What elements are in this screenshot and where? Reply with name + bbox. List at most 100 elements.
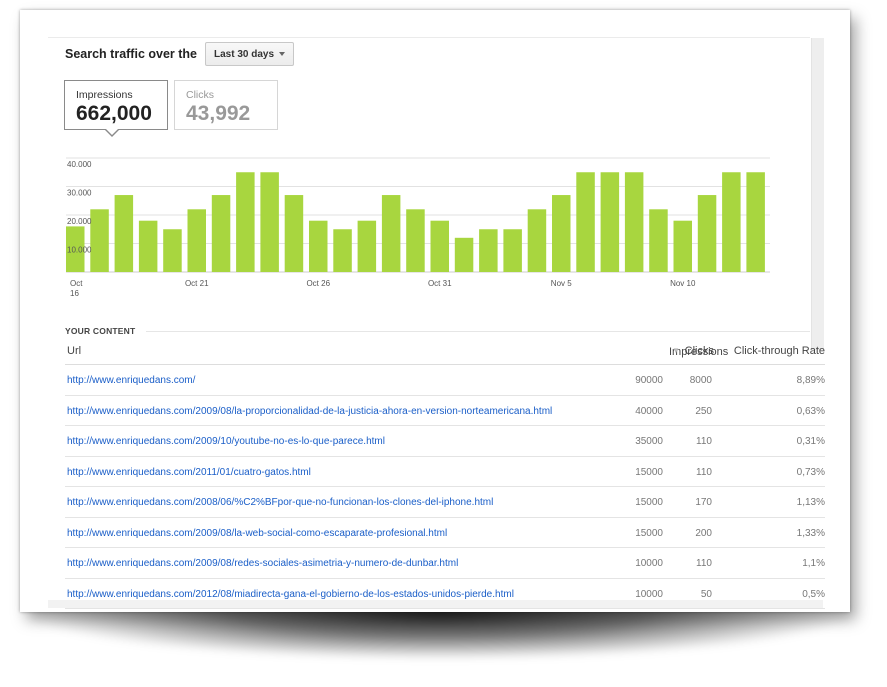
url-link[interactable]: http://www.enriquedans.com/ — [67, 375, 196, 386]
url-link[interactable]: http://www.enriquedans.com/2009/08/la-we… — [67, 527, 448, 539]
impressions-cell: 10000 — [635, 588, 663, 600]
chart-bar[interactable] — [746, 172, 765, 272]
clicks-cell: 110 — [696, 466, 712, 478]
y-tick-label: 40.000 — [67, 160, 92, 169]
clicks-cell: 250 — [695, 405, 712, 417]
date-range-dropdown[interactable]: Last 30 days — [205, 42, 295, 66]
chart-bar[interactable] — [479, 229, 498, 272]
clicks-cell: 50 — [700, 588, 712, 600]
clicks-cell: 110 — [696, 558, 712, 569]
chart-bar[interactable] — [381, 195, 401, 272]
x-tick-label: Oct 21 — [185, 279, 209, 288]
ctr-cell: 8,89% — [796, 375, 825, 386]
chart-bar[interactable] — [333, 229, 352, 272]
chart-bar[interactable] — [284, 195, 304, 272]
chart-bar[interactable] — [503, 229, 522, 272]
table-row: http://www.enriquedans.com/2011/01/cuatr… — [65, 457, 825, 487]
traffic-title: Search traffic over the — [65, 47, 197, 61]
clicks-cell: 170 — [695, 497, 712, 508]
chart-bar[interactable] — [236, 172, 255, 272]
chart-bar[interactable] — [114, 195, 134, 272]
impressions-value: 662,000 — [76, 102, 152, 125]
chart-bar[interactable] — [66, 226, 85, 272]
url-link[interactable]: http://www.enriquedans.com/2011/01/cuatr… — [67, 466, 311, 478]
x-tick-label: Nov 5 — [551, 279, 572, 288]
table-row: http://www.enriquedans.com/2012/08/miadi… — [65, 579, 825, 609]
chart-bar[interactable] — [454, 237, 474, 272]
impressions-cell: 15000 — [635, 527, 663, 539]
chart-bar[interactable] — [552, 195, 571, 272]
chart-bar[interactable] — [673, 220, 693, 272]
chart-bar[interactable] — [138, 220, 158, 272]
clicks-cell: 200 — [695, 527, 712, 539]
ctr-cell: 0,73% — [796, 466, 825, 478]
chart-bar[interactable] — [357, 220, 377, 272]
vertical-scrollbar[interactable] — [811, 38, 824, 350]
chart-bar[interactable] — [163, 229, 182, 272]
impressions-cell: 90000 — [635, 375, 663, 386]
impressions-cell: 10000 — [635, 558, 663, 569]
table-row: http://www.enriquedans.com/2008/06/%C2%B… — [65, 487, 825, 518]
column-header-url[interactable]: Url — [67, 345, 82, 357]
chart-bar[interactable] — [90, 209, 109, 272]
active-tab-pointer-fill — [106, 129, 118, 135]
column-header-ctr[interactable]: Click-through Rate — [733, 345, 825, 357]
chart-bar[interactable] — [649, 209, 668, 272]
impressions-cell: 15000 — [635, 466, 663, 478]
chart-bar[interactable] — [309, 220, 328, 272]
impressions-metric-tab[interactable]: Impressions 662,000 — [64, 80, 168, 137]
clicks-metric-tab[interactable]: Clicks 43,992 — [174, 80, 278, 130]
chart-bar[interactable] — [260, 172, 279, 272]
chart-bar[interactable] — [187, 209, 207, 272]
search-traffic-panel: Search traffic over the Last 30 days Imp… — [20, 10, 850, 612]
clicks-value: 43,992 — [186, 102, 251, 125]
y-tick-label: 30.000 — [67, 189, 92, 198]
your-content-heading: YOUR CONTENT — [65, 326, 136, 336]
chart-bar[interactable] — [624, 172, 644, 272]
x-tick-label: Oct 16 — [70, 279, 83, 298]
ctr-cell: 1,13% — [796, 497, 825, 508]
ctr-cell: 0,5% — [802, 588, 825, 600]
x-tick-label: Nov 10 — [670, 279, 696, 288]
chart-bar[interactable] — [697, 195, 717, 272]
sort-desc-icon: ▼ — [672, 346, 680, 355]
impressions-label: Impressions — [76, 89, 133, 101]
chart-bar[interactable] — [430, 220, 450, 272]
table-row: http://www.enriquedans.com/2009/08/la-we… — [65, 518, 825, 548]
table-row: http://www.enriquedans.com/2009/08/redes… — [65, 548, 825, 579]
chart-bar[interactable] — [406, 209, 425, 272]
ctr-cell: 0,31% — [796, 436, 825, 447]
url-link[interactable]: http://www.enriquedans.com/2009/08/redes… — [67, 558, 459, 569]
clicks-cell: 110 — [696, 436, 712, 447]
impressions-bar-chart: 10.000 20.000 30.000 40.000 Oct 16 Oct 21 Oct 2… — [66, 157, 770, 298]
traffic-header: Search traffic over the Last 30 days — [65, 42, 295, 66]
clicks-cell: 8000 — [689, 375, 712, 386]
ctr-cell: 0,63% — [796, 405, 825, 417]
impressions-cell: 40000 — [635, 405, 663, 417]
table-row: http://www.enriquedans.com/90000 8000 8,89… — [65, 365, 825, 396]
ctr-cell: 1,1% — [802, 558, 825, 569]
url-link[interactable]: http://www.enriquedans.com/2009/08/la-pr… — [67, 405, 553, 417]
chart-bar[interactable] — [527, 209, 547, 272]
url-link[interactable]: http://www.enriquedans.com/2012/08/miadi… — [67, 588, 514, 600]
content-table-body: http://www.enriquedans.com/90000 8000 8,89… — [65, 365, 825, 609]
chevron-down-icon — [279, 52, 286, 56]
url-link[interactable]: http://www.enriquedans.com/2008/06/%C2%B… — [67, 497, 494, 508]
chart-bar[interactable] — [600, 172, 620, 272]
header-divider — [65, 364, 825, 365]
impressions-header-label: Impressions — [669, 346, 729, 358]
url-link[interactable]: http://www.enriquedans.com/2009/10/youtu… — [67, 436, 385, 447]
content-table-header: Url Impressions ▼ Clicks Click-through Ra… — [65, 344, 825, 366]
table-row: http://www.enriquedans.com/2009/10/youtu… — [65, 426, 825, 457]
y-tick-label: 20.000 — [67, 217, 92, 226]
section-divider — [146, 331, 810, 332]
table-row: http://www.enriquedans.com/2009/08/la-pr… — [65, 396, 825, 426]
impressions-cell: 15000 — [635, 497, 663, 508]
impressions-cell: 35000 — [635, 436, 663, 447]
top-divider — [48, 37, 810, 38]
chart-bar[interactable] — [722, 172, 741, 272]
chart-bar[interactable] — [211, 195, 231, 272]
column-header-clicks[interactable]: Clicks — [684, 345, 714, 357]
chart-bar[interactable] — [576, 172, 595, 272]
horizontal-scrollbar[interactable] — [48, 600, 823, 608]
